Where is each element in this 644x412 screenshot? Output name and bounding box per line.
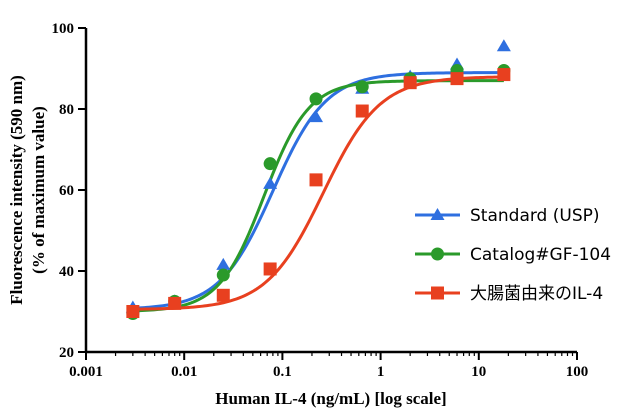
data-point-circle bbox=[217, 269, 230, 282]
legend-item-ecoli: 大腸菌由来のIL-4 bbox=[415, 284, 603, 304]
legend-label-catalog: Catalog#GF-104 bbox=[470, 245, 611, 265]
y-axis-title-line2: (% of maximum value) bbox=[29, 106, 48, 274]
data-point-square bbox=[310, 173, 323, 186]
data-point-square bbox=[168, 297, 181, 310]
legend-marker-ecoli bbox=[431, 287, 444, 300]
data-point-square bbox=[264, 262, 277, 275]
x-tick-label: 0.1 bbox=[273, 364, 292, 380]
y-axis-title-line1: Fluorescence intensity (590 nm) bbox=[7, 75, 26, 305]
fit-curve-2 bbox=[133, 77, 504, 309]
legend-marker-catalog bbox=[431, 248, 444, 261]
y-tick-label: 80 bbox=[59, 102, 74, 118]
y-ticks: 20 40 60 80 100 bbox=[52, 21, 87, 361]
data-point-circle bbox=[310, 92, 323, 105]
data-point-square bbox=[356, 105, 369, 118]
legend-item-standard: Standard (USP) bbox=[415, 206, 600, 226]
data-point-square bbox=[404, 76, 417, 89]
data-point-circle bbox=[264, 157, 277, 170]
x-axis-title: Human IL-4 (ng/mL) [log scale] bbox=[215, 389, 446, 408]
y-tick-label: 100 bbox=[52, 21, 75, 37]
data-point-square bbox=[217, 289, 230, 302]
x-tick-label: 0.001 bbox=[69, 364, 103, 380]
legend-item-catalog: Catalog#GF-104 bbox=[415, 245, 611, 265]
y-tick-label: 60 bbox=[59, 183, 74, 199]
x-tick-label: 10 bbox=[471, 364, 486, 380]
data-point-triangle bbox=[497, 39, 511, 51]
x-tick-label: 0.01 bbox=[171, 364, 197, 380]
data-point-circle bbox=[356, 80, 369, 93]
y-tick-label: 40 bbox=[59, 264, 74, 280]
x-tick-label: 1 bbox=[377, 364, 385, 380]
fit-curve-0 bbox=[133, 73, 504, 309]
legend-label-standard: Standard (USP) bbox=[470, 206, 600, 226]
legend: Standard (USP) Catalog#GF-104 大腸菌由来のIL-4 bbox=[415, 206, 611, 304]
data-point-square bbox=[451, 72, 464, 85]
data-point-square bbox=[126, 305, 139, 318]
data-point-triangle bbox=[216, 258, 230, 270]
legend-label-ecoli: 大腸菌由来のIL-4 bbox=[470, 284, 603, 304]
y-tick-label: 20 bbox=[59, 345, 74, 361]
fit-curves bbox=[133, 73, 504, 311]
data-point-square bbox=[497, 68, 510, 81]
data-points bbox=[126, 39, 511, 320]
x-tick-label: 100 bbox=[566, 364, 589, 380]
x-ticks: 0.001 0.01 0.1 1 10 100 bbox=[69, 352, 588, 380]
